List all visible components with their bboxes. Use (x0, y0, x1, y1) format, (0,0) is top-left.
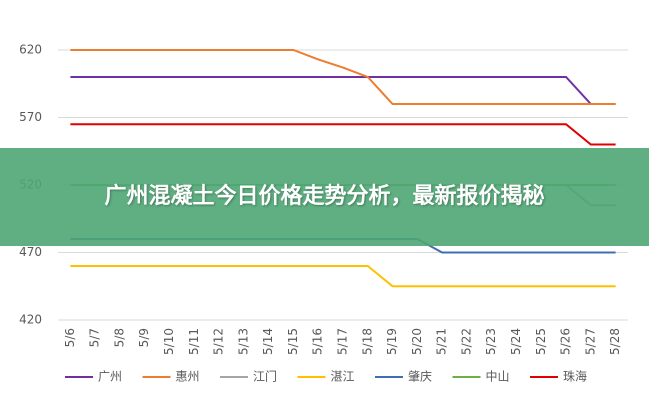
x-tick-label: 5/9 (137, 328, 151, 347)
x-tick-label: 5/8 (112, 328, 126, 347)
y-tick-label: 570 (19, 110, 42, 124)
x-tick-label: 5/6 (63, 328, 77, 347)
x-tick-label: 5/12 (212, 328, 226, 355)
x-tick-label: 5/7 (88, 328, 102, 347)
series-line (70, 49, 616, 105)
x-tick-label: 5/14 (261, 328, 275, 355)
x-tick-label: 5/13 (236, 328, 250, 355)
x-tick-label: 5/23 (484, 328, 498, 355)
x-tick-label: 5/15 (286, 328, 300, 355)
x-tick-label: 5/20 (410, 328, 424, 355)
series-line (70, 265, 616, 288)
x-tick-label: 5/19 (385, 328, 399, 355)
x-tick-label: 5/16 (311, 328, 325, 355)
banner: 广州混凝土今日价格走势分析，最新报价揭秘 (0, 148, 649, 246)
x-tick-label: 5/22 (459, 328, 473, 355)
y-tick-label: 470 (19, 245, 42, 259)
x-tick-label: 5/24 (509, 328, 523, 355)
legend-label: 珠海 (563, 369, 587, 384)
x-tick-label: 5/17 (336, 328, 350, 355)
legend-label: 湛江 (331, 370, 355, 384)
x-tick-label: 5/18 (360, 328, 374, 355)
x-tick-label: 5/10 (162, 328, 176, 355)
series-line (70, 123, 616, 146)
x-tick-label: 5/25 (534, 328, 548, 355)
x-tick-label: 5/28 (608, 328, 622, 355)
x-tick-label: 5/21 (435, 328, 449, 355)
x-tick-label: 5/27 (583, 328, 597, 355)
legend-label: 中山 (486, 369, 510, 384)
legend-label: 肇庆 (408, 369, 432, 384)
series-line (70, 76, 616, 105)
y-tick-label: 620 (19, 43, 42, 57)
legend-label: 惠州 (176, 370, 200, 384)
x-tick-label: 5/26 (559, 328, 573, 355)
y-tick-label: 420 (19, 313, 42, 327)
legend-label: 广州 (98, 370, 122, 384)
x-tick-label: 5/11 (187, 328, 201, 355)
legend-label: 江门 (253, 369, 277, 384)
banner-title: 广州混凝土今日价格走势分析，最新报价揭秘 (104, 184, 545, 209)
